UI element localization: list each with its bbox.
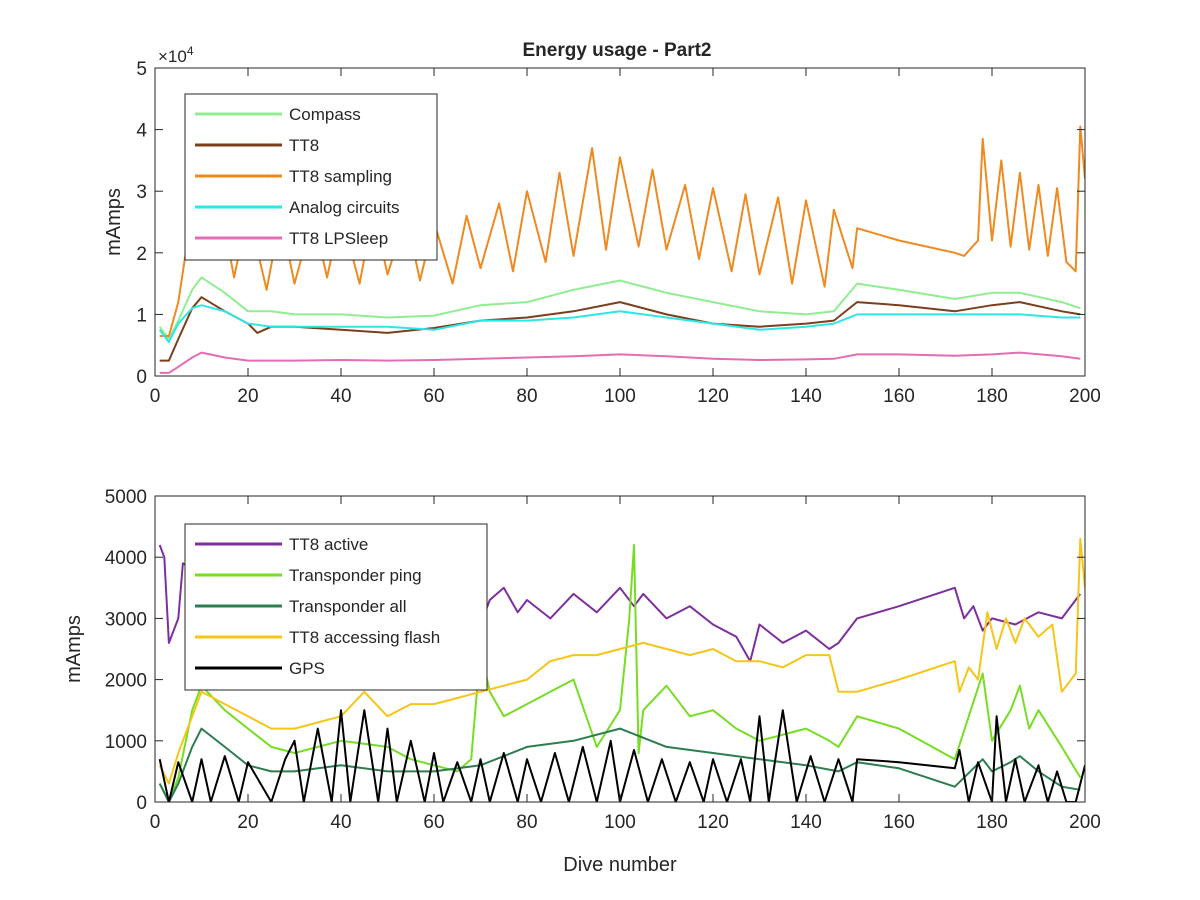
top-y-tick-label: 4 [136,121,147,142]
top-x-tick-label: 60 [423,386,444,407]
top-chart-title: Energy usage - Part2 [522,40,711,61]
top-exponent-label: ×104 [158,44,194,66]
bottom-legend-label-1: Transponder ping [289,566,422,585]
top-exponent-power: 4 [187,44,194,58]
top-legend-label-3: Analog circuits [289,198,400,217]
bottom-x-tick-label: 100 [604,812,636,833]
top-legend-label-4: TT8 LPSleep [289,229,388,248]
bottom-legend-label-0: TT8 active [289,535,368,554]
bottom-series-line-2 [158,727,1081,802]
bottom-x-tick-label: 140 [790,812,822,833]
top-legend-label-2: TT8 sampling [289,167,392,186]
top-legend-label-0: Compass [289,105,361,124]
bottom-y-tick-label: 4000 [105,548,147,569]
bottom-x-axis-label: Dive number [563,854,677,876]
bottom-legend-label-4: GPS [289,659,325,678]
top-x-tick-label: 80 [516,386,537,407]
bottom-y-tick-label: 1000 [105,732,147,753]
top-series-line-4 [159,351,1081,374]
bottom-x-tick-label: 0 [150,812,161,833]
bottom-y-tick-label: 3000 [105,609,147,630]
top-x-tick-label: 200 [1069,386,1101,407]
top-axes-group: 0 20 40 60 80 100 120 140 160 180 200 0 1 2 3 4 5 [136,59,1100,407]
bottom-series-line-1 [158,544,1082,802]
bottom-y-tick-label: 5000 [105,487,147,508]
bottom-series-line-4 [158,709,1085,802]
top-legend: Compass TT8 TT8 sampling Analog circuits TT8… [184,93,438,261]
bottom-axes-group: 0 20 40 60 80 100 120 140 160 180 2000100020003000… [105,487,1101,833]
top-y-tick-label: 1 [136,305,147,326]
top-series-line-3 [158,304,1081,344]
bottom-subplot: mAmps Dive number 0 20 40 60 80 100 120 140 160 1… [63,487,1101,876]
bottom-x-tick-label: 120 [697,812,729,833]
bottom-x-tick-label: 20 [237,812,258,833]
top-series-group [158,125,1085,374]
bottom-legend-label-2: Transponder all [289,597,407,616]
top-subplot: Energy usage - Part2 ×104 mAmps 0 20 40 60 8… [103,40,1101,407]
bottom-y-tick-label: 2000 [105,671,147,692]
bottom-x-tick-label: 200 [1069,812,1101,833]
bottom-legend: TT8 active Transponder ping Transponder al… [184,523,488,691]
bottom-x-tick-label: 160 [883,812,915,833]
top-x-tick-label: 140 [790,386,822,407]
top-x-tick-label: 180 [976,386,1008,407]
bottom-y-tick-label: 0 [136,793,147,814]
bottom-series-line-3 [158,537,1085,785]
bottom-x-tick-label: 80 [516,812,537,833]
top-series-line-0 [158,276,1081,340]
top-series-line-1 [159,296,1081,362]
top-x-tick-label: 20 [237,386,258,407]
top-x-tick-label: 160 [883,386,915,407]
top-y-tick-label: 0 [136,367,147,388]
bottom-x-tick-label: 60 [423,812,444,833]
bottom-y-axis-label: mAmps [63,615,85,683]
top-y-axis-label: mAmps [103,188,125,256]
top-legend-label-1: TT8 [289,136,319,155]
bottom-x-tick-label: 40 [330,812,351,833]
top-x-tick-label: 40 [330,386,351,407]
top-x-tick-label: 100 [604,386,636,407]
top-x-tick-label: 0 [150,386,161,407]
top-y-tick-label: 2 [136,244,147,265]
top-y-tick-label: 3 [136,182,147,203]
bottom-x-tick-label: 180 [976,812,1008,833]
top-x-tick-label: 120 [697,386,729,407]
top-y-tick-label: 5 [136,59,147,80]
top-exponent-base: ×10 [158,47,187,66]
bottom-legend-label-3: TT8 accessing flash [289,628,440,647]
